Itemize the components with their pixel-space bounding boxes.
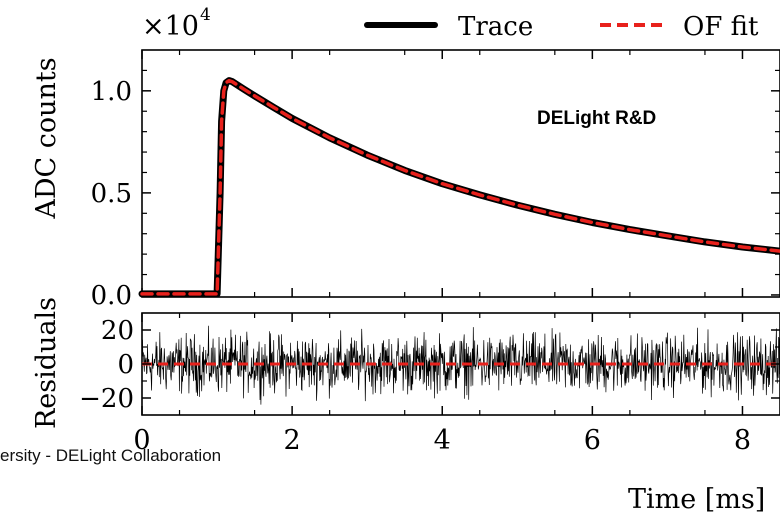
residual-y-tick-label: −20: [79, 384, 134, 414]
x-axis-title: Time [ms]: [628, 484, 765, 515]
multiplier-label: ×10: [142, 11, 199, 42]
residual-y-tick-label: 0: [117, 350, 134, 380]
main-y-tick-label: 0.0: [91, 281, 132, 311]
residual-x-ticks: 0 2 4 6 8: [133, 313, 751, 456]
main-series: [138, 77, 780, 298]
legend: Trace OF fit: [364, 12, 759, 42]
x-tick-label: 2: [284, 425, 301, 456]
residual-y-ticks: 20 0 −20: [79, 316, 780, 414]
residual-series: [141, 325, 780, 405]
residual-ylabel: Residuals: [31, 297, 62, 429]
main-y-tick-label: 1.0: [91, 77, 132, 107]
main-y-tick-label: 0.5: [91, 179, 132, 209]
residual-y-tick-label: 20: [101, 316, 134, 346]
residual-noise-line: [141, 325, 780, 405]
legend-of-fit-label: OF fit: [683, 12, 759, 42]
series-trace-line: [138, 77, 780, 298]
series-of-fit-line: [140, 78, 780, 296]
multiplier-exponent: 4: [200, 5, 211, 25]
legend-trace-label: Trace: [458, 12, 533, 42]
main-plot-frame: [141, 49, 780, 298]
annotation-label: DELight R&D: [537, 108, 656, 129]
main-ylabel: ADC counts: [31, 57, 62, 219]
main-y-ticks: 0.0 0.5 1.0: [91, 69, 780, 311]
x-tick-label: 8: [734, 425, 751, 456]
residual-panel: 0 2 4 6 8 20 0 −20: [79, 312, 780, 456]
main-x-ticks: [141, 50, 744, 297]
x-tick-label: 4: [434, 425, 451, 456]
main-panel: 0.0 0.5 1.0 DELight R&D: [91, 49, 780, 311]
x-tick-label: 0: [133, 425, 150, 456]
x-tick-label: 6: [584, 425, 601, 456]
y-multiplier: ×10 4: [142, 5, 211, 42]
footer-note: ersity - DELight Collaboration: [0, 446, 222, 465]
